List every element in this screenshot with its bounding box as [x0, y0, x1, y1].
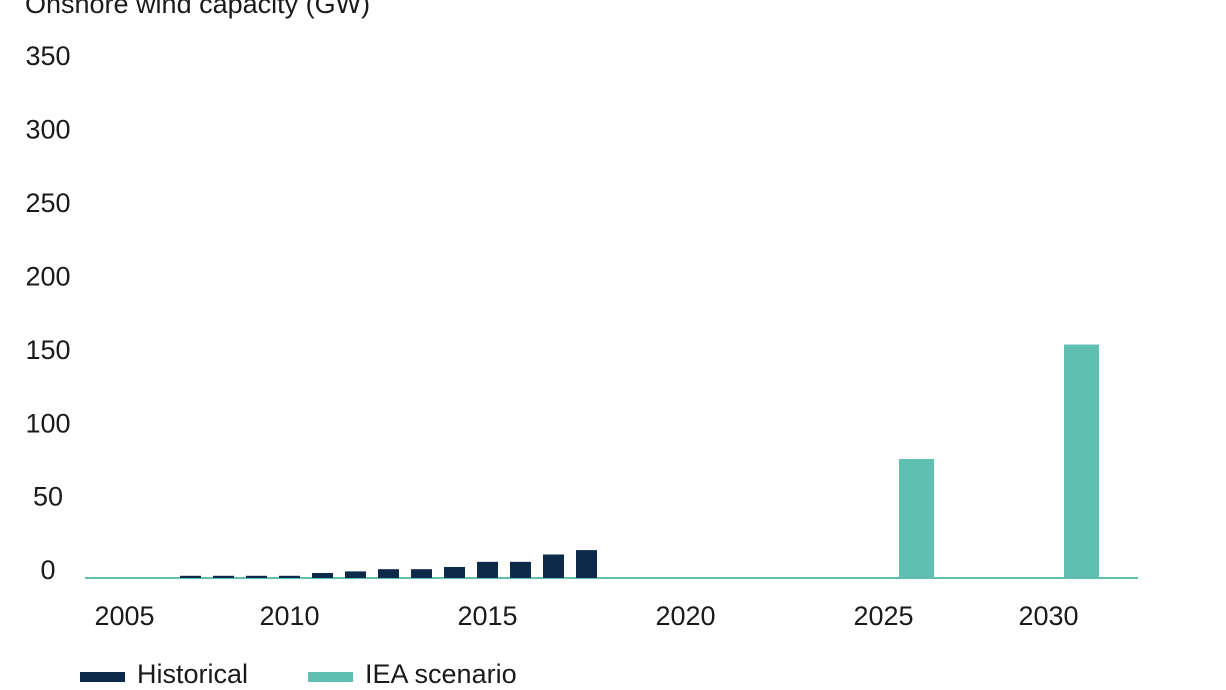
bar [444, 566, 465, 578]
y-tick-label: 350 [25, 41, 70, 71]
y-tick-label: 200 [25, 261, 70, 291]
y-tick-label: 300 [25, 115, 70, 145]
x-tick-label: 2030 [1018, 601, 1078, 631]
y-tick-label: 0 [40, 555, 55, 585]
legend-label: Historical [137, 659, 248, 689]
bar [378, 569, 399, 578]
y-tick-label: 150 [25, 335, 70, 365]
x-tick-label: 2010 [259, 601, 319, 631]
bar [510, 561, 531, 578]
bar [180, 575, 201, 578]
x-tick-label: 2005 [94, 601, 154, 631]
bar [411, 569, 432, 578]
bar [312, 573, 333, 578]
bar [279, 575, 300, 578]
bar [1064, 344, 1099, 578]
bar [899, 459, 934, 578]
bar [576, 550, 597, 578]
legend-swatch [308, 672, 353, 682]
bar [213, 575, 234, 578]
bar [477, 561, 498, 578]
bar [345, 571, 366, 578]
x-tick-label: 2015 [457, 601, 517, 631]
x-tick-label: 2020 [655, 601, 715, 631]
bar [543, 554, 564, 578]
x-tick-label: 2025 [853, 601, 913, 631]
legend-label: IEA scenario [365, 659, 517, 689]
legend-swatch [80, 672, 125, 682]
y-tick-label: 50 [33, 482, 63, 512]
bar [246, 575, 267, 578]
y-tick-label: 100 [25, 408, 70, 438]
chart-title: Onshore wind capacity (GW) [25, 0, 370, 19]
y-tick-label: 250 [25, 188, 70, 218]
